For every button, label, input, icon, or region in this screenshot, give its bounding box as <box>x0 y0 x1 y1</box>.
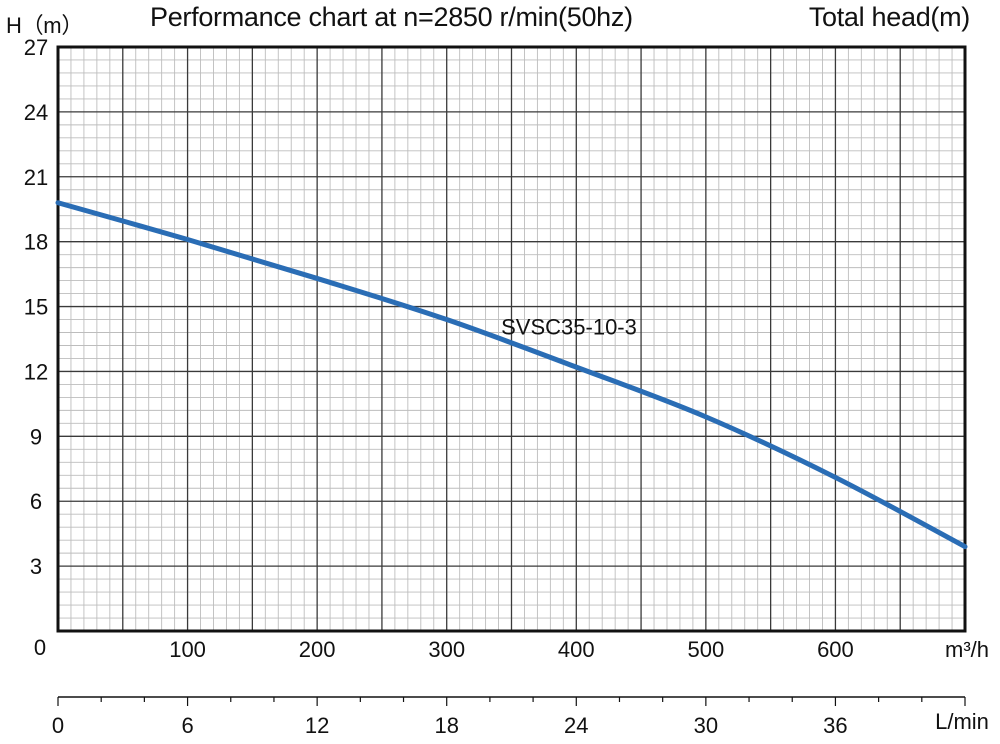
secondary-tick-label: 30 <box>694 713 718 738</box>
x-tick-label: 300 <box>428 637 465 662</box>
y-tick-label: 12 <box>24 359 48 384</box>
secondary-tick-label: 24 <box>564 713 588 738</box>
y-tick-label: 21 <box>24 165 48 190</box>
y-axis-label: H（m） <box>6 13 84 38</box>
series-line-svsc35-10-3 <box>55 200 968 550</box>
x-tick-label: 100 <box>169 637 206 662</box>
y-tick-label: 6 <box>30 489 42 514</box>
x-tick-label: 200 <box>299 637 336 662</box>
y-tick-label: 0 <box>34 635 46 660</box>
secondary-tick-label: 36 <box>823 713 847 738</box>
x-tick-label: 600 <box>817 637 854 662</box>
plot-frame <box>56 45 967 633</box>
chart-title: Performance chart at n=2850 r/min(50hz) <box>150 2 633 32</box>
y-tick-label: 9 <box>30 424 42 449</box>
series-label: SVSC35-10-3 <box>501 315 637 340</box>
y-tick-label: 24 <box>24 100 48 125</box>
x-tick-label: 500 <box>687 637 724 662</box>
y-tick-label: 18 <box>24 230 48 255</box>
secondary-tick-label: 12 <box>305 713 329 738</box>
y-tick-label: 27 <box>24 35 48 60</box>
secondary-axis-unit: L/min <box>935 709 989 734</box>
y-tick-label: 15 <box>24 295 48 320</box>
x-tick-label: 400 <box>558 637 595 662</box>
secondary-tick-label: 18 <box>434 713 458 738</box>
secondary-tick-label: 6 <box>181 713 193 738</box>
x-axis-unit: m³/h <box>945 637 989 662</box>
secondary-tick-label: 0 <box>52 713 64 738</box>
head-label: Total head(m) <box>808 2 970 32</box>
y-tick-label: 3 <box>30 554 42 579</box>
